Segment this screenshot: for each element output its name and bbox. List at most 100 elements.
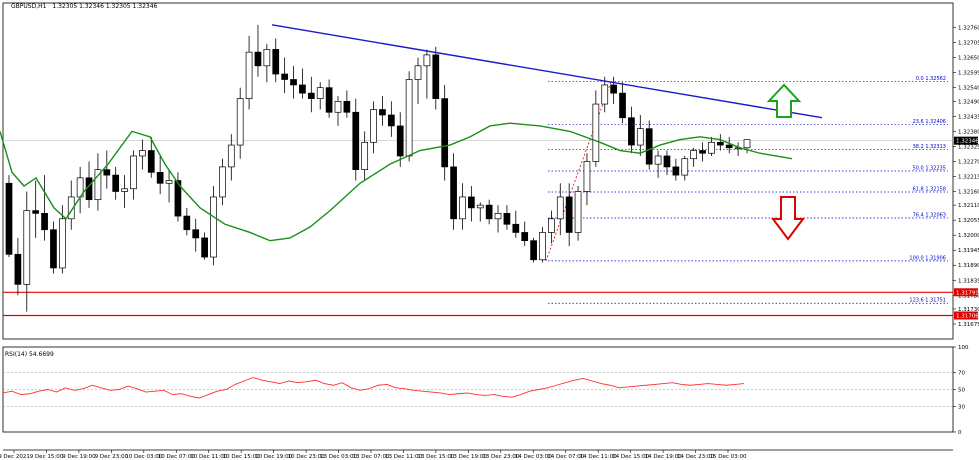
candle-body — [352, 111, 360, 170]
candle-body — [681, 158, 689, 176]
fib-level-label: 23.6 1.32406 — [913, 119, 946, 125]
candle — [565, 183, 573, 247]
moving-average-line — [0, 122, 793, 242]
candle-body — [708, 141, 715, 154]
candle — [405, 71, 413, 162]
candle — [263, 43, 271, 83]
candle-body — [156, 172, 164, 184]
rsi-tick-label: 100 — [958, 345, 969, 351]
candle-body — [32, 210, 40, 214]
candle-body — [450, 166, 457, 220]
time-tick-label: 10 Dec 15:00 — [223, 454, 260, 460]
candle — [548, 210, 555, 244]
candle-body — [636, 128, 644, 146]
candle — [628, 106, 635, 154]
candle-body — [423, 54, 431, 67]
candle-body — [485, 204, 493, 220]
support-price-tag-label: 1.31791 — [956, 290, 979, 296]
candle-body — [112, 174, 120, 192]
candle — [530, 237, 537, 263]
candle — [432, 46, 440, 110]
candle — [139, 139, 146, 170]
candle-body — [396, 125, 404, 157]
candle — [450, 153, 457, 230]
time-tick-label: 13 Dec 03:00 — [320, 454, 357, 460]
current-price-tag-label: 1.32346 — [956, 139, 979, 145]
candle — [165, 169, 173, 203]
candle — [521, 221, 529, 247]
candle-body — [379, 109, 386, 116]
candle — [290, 65, 297, 99]
price-tick-label: 1.32650 — [958, 56, 979, 62]
candle — [699, 142, 706, 162]
candle-body — [236, 98, 244, 146]
candle-body — [468, 196, 475, 209]
candle-body — [130, 155, 137, 190]
support-price-tag — [954, 288, 978, 297]
price-tick-label: 1.32270 — [958, 159, 979, 165]
candle — [370, 101, 377, 154]
time-tick-label: 9 Dec 23:00 — [95, 454, 129, 460]
support-price-tag — [954, 311, 978, 320]
candle-body — [139, 150, 146, 157]
candle — [556, 183, 564, 236]
price-tick-label: 1.32215 — [958, 174, 979, 180]
price-tick-label: 1.32760 — [958, 26, 979, 32]
time-tick-label: 15 Dec 03:00 — [710, 454, 747, 460]
candle — [468, 186, 475, 222]
rsi-panel-frame — [2, 346, 954, 433]
chart-header: GBPUSD,H1 1.32305 1.32346 1.32305 1.3234… — [11, 3, 158, 10]
candle — [94, 153, 102, 211]
candle-body — [521, 232, 529, 242]
time-tick-label: 14 Dec 23:00 — [677, 454, 714, 460]
arrow-up-icon — [766, 83, 802, 118]
price-tick-label: 1.31675 — [958, 322, 979, 328]
candle-body — [725, 144, 733, 149]
time-tick-label: 10 Dec 07:00 — [158, 454, 195, 460]
candle-body — [121, 188, 128, 192]
price-tick-label: 1.32540 — [958, 86, 979, 92]
arrow-down-icon — [771, 196, 805, 241]
candle-body — [459, 196, 466, 220]
ohlc-values: 1.32305 1.32346 1.32305 1.32346 — [52, 3, 157, 10]
time-tick-label: 10 Dec 03:00 — [125, 454, 162, 460]
candle-body — [619, 92, 626, 119]
rsi-line — [2, 377, 745, 399]
candle-body — [5, 182, 13, 255]
price-tick-label: 1.31730 — [958, 307, 979, 313]
candle-body — [316, 87, 324, 99]
candle — [592, 90, 600, 167]
candle — [14, 237, 22, 296]
support-price-tag-label: 1.31706 — [956, 314, 979, 320]
candle-body — [147, 150, 155, 173]
candle — [681, 155, 689, 181]
rsi-tick-label: 30 — [958, 405, 965, 411]
candle-body — [307, 92, 315, 99]
candle — [476, 202, 484, 222]
candle-body — [227, 144, 235, 168]
fib-level-label: 0.0 1.32562 — [916, 76, 946, 82]
candle — [272, 38, 280, 83]
candle-body — [432, 54, 440, 99]
rsi-tick-label: 50 — [958, 388, 965, 394]
candle-body — [414, 65, 422, 80]
candle — [583, 153, 591, 206]
candle-body — [201, 237, 208, 258]
candle-body — [103, 169, 111, 176]
candle — [459, 183, 466, 230]
candle — [334, 95, 342, 126]
price-tick-label: 1.32595 — [958, 71, 979, 77]
candle — [539, 227, 546, 263]
fib-level-label: 50.0 1.32235 — [913, 166, 946, 172]
candle — [307, 76, 315, 113]
candle — [672, 158, 680, 181]
price-panel-frame — [2, 2, 954, 340]
candle-body — [503, 212, 511, 225]
candle-body — [263, 49, 271, 67]
candle-body — [165, 180, 173, 184]
time-tick-label: 10 Dec 19:00 — [255, 454, 292, 460]
candle-body — [672, 166, 680, 176]
candle-body — [281, 73, 288, 80]
candle-body — [476, 204, 484, 209]
